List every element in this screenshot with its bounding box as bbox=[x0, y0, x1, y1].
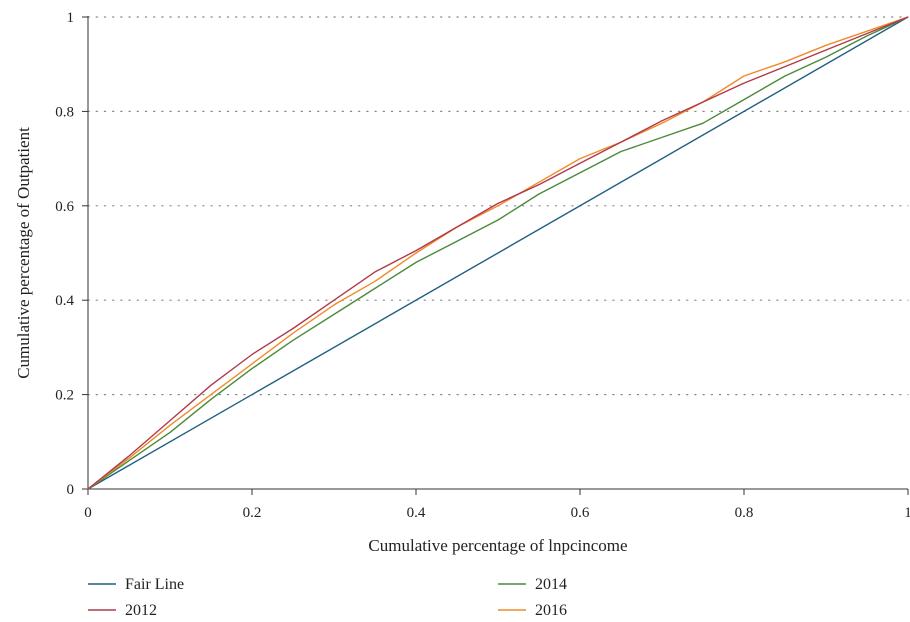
legend-label: 2016 bbox=[535, 602, 567, 619]
y-tick-label: 0.6 bbox=[55, 199, 74, 215]
x-tick-label: 0.8 bbox=[735, 505, 754, 521]
series-line-fair-line bbox=[87, 16, 909, 490]
series-line-2014 bbox=[87, 16, 909, 490]
x-tick-label: 0.6 bbox=[571, 505, 590, 521]
x-tick-label: 0.4 bbox=[407, 505, 426, 521]
x-tick-label: 1 bbox=[904, 505, 910, 521]
x-tick-label: 0.2 bbox=[243, 505, 262, 521]
y-tick-label: 0.8 bbox=[55, 104, 74, 120]
legend: Fair Line 2014 2012 2016 bbox=[88, 576, 567, 619]
legend-label: Fair Line bbox=[125, 576, 184, 593]
legend-item: 2014 bbox=[498, 576, 567, 593]
series-lines bbox=[87, 16, 909, 490]
tick-labels: 0 0.2 0.4 0.6 0.8 1 0 0.2 0.4 0.6 0.8 1 bbox=[55, 10, 910, 521]
series-line-2012 bbox=[87, 16, 909, 490]
y-axis-title: Cumulative percentage of Outpatient bbox=[14, 127, 33, 379]
y-tick-label: 1 bbox=[67, 10, 75, 26]
y-tick-label: 0.2 bbox=[55, 388, 74, 404]
legend-label: 2014 bbox=[535, 576, 567, 593]
x-tick-label: 0 bbox=[84, 505, 92, 521]
legend-item: 2016 bbox=[498, 602, 567, 619]
axes bbox=[82, 16, 909, 495]
legend-item: Fair Line bbox=[88, 576, 184, 593]
x-axis-title: Cumulative percentage of lnpcincome bbox=[368, 536, 627, 555]
legend-item: 2012 bbox=[88, 602, 157, 619]
y-tick-label: 0.4 bbox=[55, 293, 74, 309]
y-tick-label: 0 bbox=[67, 482, 75, 498]
series-line-2016 bbox=[87, 16, 909, 490]
legend-label: 2012 bbox=[125, 602, 157, 619]
